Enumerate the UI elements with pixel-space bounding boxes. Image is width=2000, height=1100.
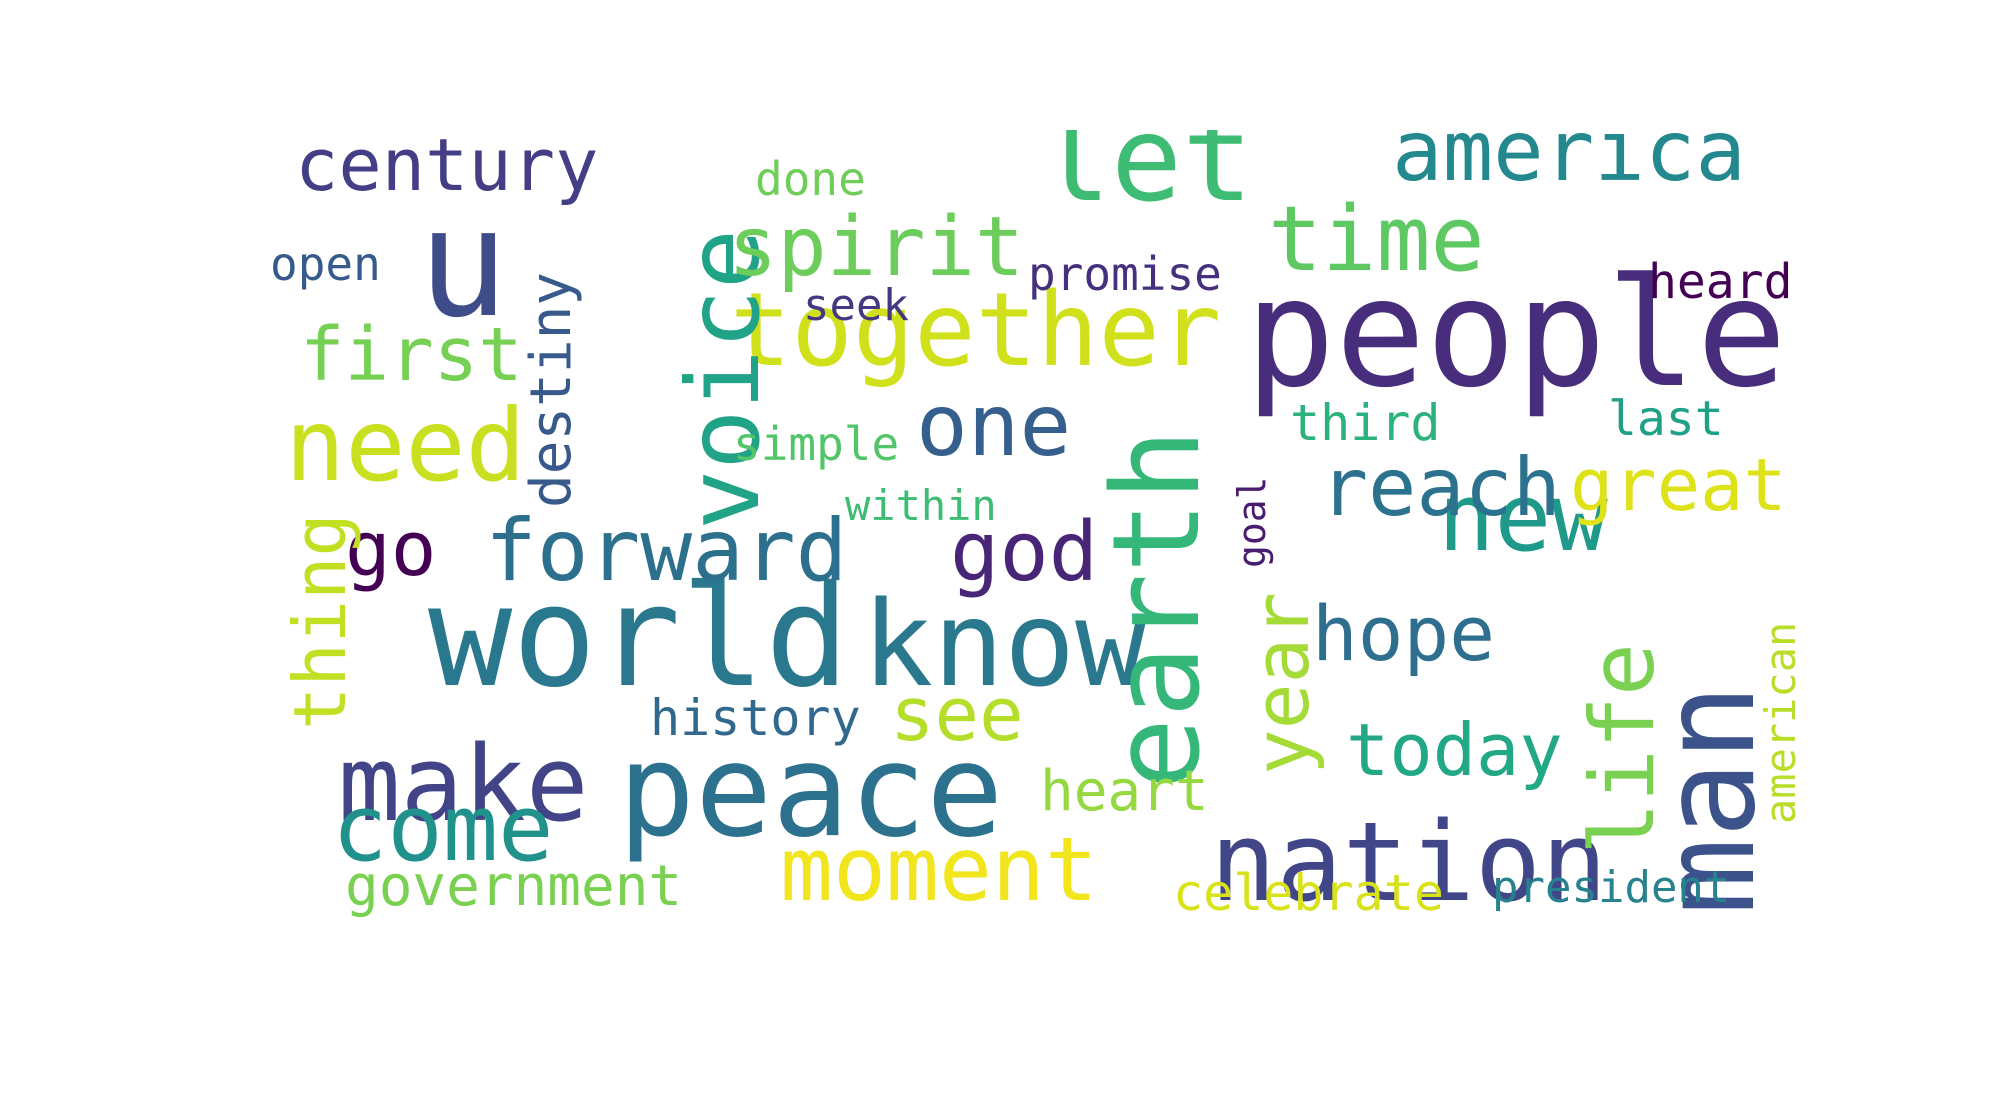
word-man: man [1635,684,1784,915]
word-heart: heart [1040,759,1209,824]
word-done: done [755,152,866,206]
word-hope: hope [1312,589,1495,678]
word-open: open [270,237,381,291]
word-peace: peace [618,717,1003,866]
word-government: government [345,854,682,919]
word-go: go [345,504,437,593]
word-moment: moment [780,818,1098,921]
word-life: life [1571,643,1674,855]
word-american: american [1756,622,1805,824]
word-one: one [916,376,1071,476]
word-thing: thing [278,513,362,730]
word-great: great [1570,443,1787,527]
word-come: come [332,775,554,882]
word-nation: nation [1210,798,1607,926]
word-celebrate: celebrate [1173,864,1444,922]
word-destiny: destiny [519,272,584,508]
word-seek: seek [803,280,909,331]
word-people: people [1245,247,1787,421]
word-time: time [1268,187,1485,292]
word-history: history [650,689,861,747]
word-earth: earth [1088,429,1227,790]
word-voice: voice [665,229,782,530]
word-new: new [1438,464,1608,573]
word-century: century [295,130,598,207]
word-goal: goal [1230,476,1274,568]
word-reach: reach [1320,441,1561,534]
word-today: today [1346,708,1563,792]
word-third: third [1290,394,1441,452]
word-promise: promise [1028,247,1222,301]
word-world: world [428,556,849,719]
word-god: god [950,505,1098,600]
word-last: last [1608,391,1724,447]
word-america: america [1392,130,1746,200]
word-forward: forward [485,501,847,601]
word-together: together [730,271,1221,390]
word-see: see [890,672,1024,758]
word-year: year [1237,592,1326,775]
word-president: president [1492,862,1730,913]
word-let: let [1040,130,1253,228]
word-heard: heard [1648,254,1793,310]
word-need: need [285,387,526,504]
word-spirit: spirit [728,200,1024,295]
word-make: make [338,723,588,845]
word-within: within [845,481,997,530]
word-know: know [862,575,1147,713]
word-simple: simple [733,417,899,471]
word-first: first [300,312,523,398]
word-u: u [418,177,508,351]
